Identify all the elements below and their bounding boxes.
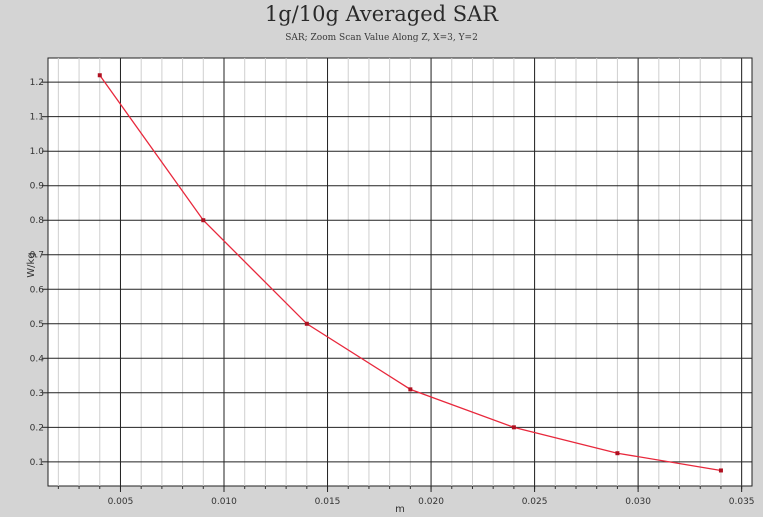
data-point xyxy=(511,425,516,430)
x-tick-label: 0.010 xyxy=(211,497,237,507)
data-point xyxy=(408,387,413,392)
y-tick-label: 0.3 xyxy=(30,389,44,399)
data-point xyxy=(97,73,102,78)
chart-subtitle: SAR; Zoom Scan Value Along Z, X=3, Y=2 xyxy=(285,33,478,43)
y-tick-label: 0.5 xyxy=(30,320,44,330)
x-tick-label: 0.020 xyxy=(418,497,444,507)
ticks: 0.005 0.010 0.015 0.020 0.025 0.030 0.035 0.1 0.… xyxy=(30,78,755,507)
y-tick-label: 1.1 xyxy=(30,113,44,123)
data-point xyxy=(201,218,206,223)
y-tick-label: 1.0 xyxy=(30,147,45,157)
x-tick-label: 0.005 xyxy=(108,497,134,507)
y-tick-label: 1.2 xyxy=(30,78,44,88)
plot-area xyxy=(47,57,753,487)
grid xyxy=(48,58,752,486)
x-tick-label: 0.035 xyxy=(729,497,755,507)
series xyxy=(97,73,723,473)
y-tick-label: 0.4 xyxy=(30,354,45,364)
y-tick-label: 0.9 xyxy=(30,182,45,192)
x-tick-label: 0.015 xyxy=(315,497,341,507)
y-tick-label: 0.8 xyxy=(30,216,45,226)
y-tick-label: 0.2 xyxy=(30,423,44,433)
data-point xyxy=(304,321,309,326)
data-point xyxy=(615,451,620,456)
x-axis-label: m xyxy=(395,504,405,515)
y-tick-label: 0.6 xyxy=(30,285,45,295)
data-point xyxy=(718,468,723,473)
y-axis-label: W/kg xyxy=(26,252,37,277)
x-tick-label: 0.030 xyxy=(625,497,651,507)
y-tick-label: 0.1 xyxy=(30,458,44,468)
x-tick-label: 0.025 xyxy=(522,497,548,507)
y-tick-label: 0.7 xyxy=(30,251,44,261)
chart-title: 1g/10g Averaged SAR xyxy=(264,2,499,26)
